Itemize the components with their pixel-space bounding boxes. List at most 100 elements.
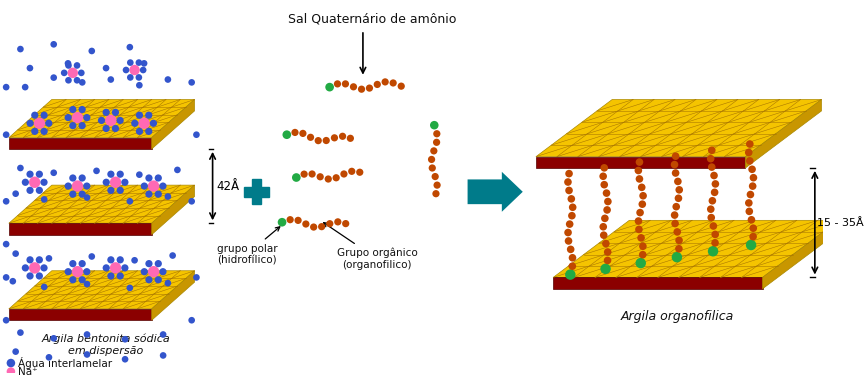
Circle shape xyxy=(35,256,43,263)
Circle shape xyxy=(126,198,133,205)
Circle shape xyxy=(127,59,134,66)
Circle shape xyxy=(148,266,159,277)
Circle shape xyxy=(69,260,76,267)
Circle shape xyxy=(83,182,91,190)
Circle shape xyxy=(145,112,152,119)
Circle shape xyxy=(131,257,138,264)
Circle shape xyxy=(3,198,10,205)
Circle shape xyxy=(603,206,611,214)
Circle shape xyxy=(160,331,167,338)
Circle shape xyxy=(35,272,43,280)
Circle shape xyxy=(382,78,389,86)
Circle shape xyxy=(103,65,110,71)
Circle shape xyxy=(107,187,115,194)
Circle shape xyxy=(708,146,715,154)
Circle shape xyxy=(27,65,33,71)
Circle shape xyxy=(746,240,756,250)
Circle shape xyxy=(122,356,129,362)
Circle shape xyxy=(672,203,680,210)
Circle shape xyxy=(41,179,48,186)
Circle shape xyxy=(41,128,48,135)
Circle shape xyxy=(117,256,124,263)
Polygon shape xyxy=(763,220,839,289)
Circle shape xyxy=(708,197,716,205)
Circle shape xyxy=(130,65,140,75)
Circle shape xyxy=(569,262,576,270)
Circle shape xyxy=(433,130,441,137)
Circle shape xyxy=(308,170,315,178)
Circle shape xyxy=(430,121,439,129)
Circle shape xyxy=(340,170,347,177)
Circle shape xyxy=(564,229,572,236)
Circle shape xyxy=(600,264,611,274)
Text: Argila organofilica: Argila organofilica xyxy=(620,310,734,323)
Circle shape xyxy=(155,174,162,182)
Circle shape xyxy=(41,284,48,290)
Circle shape xyxy=(27,272,34,280)
Text: grupo polar
(hidrofílico): grupo polar (hidrofílico) xyxy=(217,227,280,265)
Polygon shape xyxy=(746,99,822,168)
Circle shape xyxy=(110,177,121,188)
Circle shape xyxy=(342,80,349,88)
Circle shape xyxy=(635,217,642,225)
Circle shape xyxy=(22,179,29,186)
Circle shape xyxy=(390,79,397,86)
Circle shape xyxy=(326,220,334,227)
Circle shape xyxy=(141,60,148,67)
Text: Água interlamelar: Água interlamelar xyxy=(17,357,111,369)
Circle shape xyxy=(131,120,138,127)
Circle shape xyxy=(430,147,437,154)
Circle shape xyxy=(358,86,365,93)
Circle shape xyxy=(348,168,355,175)
Circle shape xyxy=(22,264,29,271)
Circle shape xyxy=(31,112,38,119)
Circle shape xyxy=(69,190,76,198)
Circle shape xyxy=(569,204,576,211)
Circle shape xyxy=(3,317,10,324)
Circle shape xyxy=(565,187,573,194)
Circle shape xyxy=(12,250,19,257)
Circle shape xyxy=(600,223,607,230)
Circle shape xyxy=(634,167,642,174)
Circle shape xyxy=(397,83,405,90)
Circle shape xyxy=(136,59,143,66)
Circle shape xyxy=(188,79,195,86)
Circle shape xyxy=(707,205,715,213)
Circle shape xyxy=(127,74,134,81)
Circle shape xyxy=(50,335,57,342)
Polygon shape xyxy=(536,99,822,157)
Circle shape xyxy=(117,170,124,178)
Circle shape xyxy=(283,130,291,139)
Circle shape xyxy=(160,352,167,359)
Circle shape xyxy=(148,180,159,192)
Bar xyxy=(251,179,261,204)
Circle shape xyxy=(35,187,43,194)
Circle shape xyxy=(41,196,48,203)
Circle shape xyxy=(639,242,647,250)
Circle shape xyxy=(431,173,439,180)
Circle shape xyxy=(34,118,45,129)
Circle shape xyxy=(164,280,171,286)
Text: em dispersão: em dispersão xyxy=(68,346,143,356)
Circle shape xyxy=(121,264,129,271)
Circle shape xyxy=(350,83,357,91)
Circle shape xyxy=(50,74,57,81)
Circle shape xyxy=(149,120,157,127)
Circle shape xyxy=(711,189,718,196)
Circle shape xyxy=(145,276,153,283)
Circle shape xyxy=(145,260,153,267)
Circle shape xyxy=(65,60,72,67)
Circle shape xyxy=(568,195,575,203)
Circle shape xyxy=(302,220,309,228)
Circle shape xyxy=(638,234,645,242)
Circle shape xyxy=(287,216,294,223)
Circle shape xyxy=(639,251,646,258)
Text: 15 - 35Å: 15 - 35Å xyxy=(816,218,863,228)
Circle shape xyxy=(334,80,341,88)
Circle shape xyxy=(111,109,119,116)
Circle shape xyxy=(292,173,301,182)
Circle shape xyxy=(7,359,16,367)
Circle shape xyxy=(78,70,85,76)
Circle shape xyxy=(356,169,364,176)
Circle shape xyxy=(3,241,10,247)
